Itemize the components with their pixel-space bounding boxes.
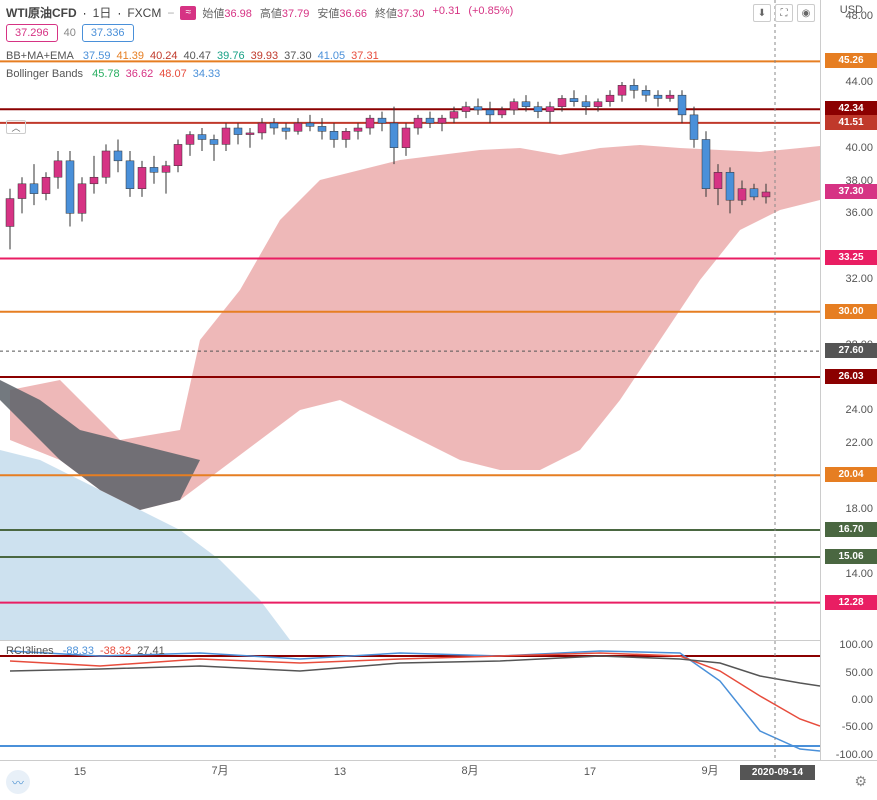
indicator-rci-label[interactable]: RCI3lines -88.33-38.3227.41	[6, 645, 171, 657]
pill-mid: 40	[64, 27, 76, 39]
y-axis-sub[interactable]: 100.0050.000.00-50.00-100.00	[820, 640, 877, 760]
symbol[interactable]: WTI原油CFD	[6, 4, 77, 21]
camera-icon[interactable]: ◉	[797, 4, 815, 22]
ask-pill[interactable]: 37.336	[82, 24, 134, 42]
exchange: FXCM	[127, 6, 161, 20]
top-toolbar: ⬇ ⛶ ◉	[753, 4, 815, 22]
indicator-bbma-label[interactable]: BB+MA+EMA 37.5941.3940.2440.4739.7639.93…	[6, 50, 385, 62]
minus-icon[interactable]: −	[167, 6, 174, 20]
y-axis-main[interactable]: 48.0044.0040.0038.0036.0032.0028.0024.00…	[820, 0, 877, 640]
currency-label: USD	[840, 4, 863, 16]
sub-chart-panel[interactable]: RCI3lines -88.33-38.3227.41	[0, 640, 820, 760]
collapse-arrow-icon[interactable]: ︿	[6, 120, 26, 134]
fullscreen-icon[interactable]: ⛶	[775, 4, 793, 22]
price-pills: 37.296 40 37.336	[6, 24, 134, 42]
dot-sep: ·	[83, 6, 87, 20]
settings-icon[interactable]: ⚙	[854, 773, 867, 790]
indicator-bb-label[interactable]: Bollinger Bands 45.7836.6248.0734.33	[6, 68, 226, 80]
dot-sep: ·	[117, 6, 121, 20]
timeframe[interactable]: 1日	[93, 4, 112, 21]
bid-pill[interactable]: 37.296	[6, 24, 58, 42]
main-chart-svg	[0, 0, 820, 640]
ohlc-display: 始値36.98 高値37.79 安値36.66 終値37.30 +0.31 (+…	[202, 5, 513, 21]
chart-header: WTI原油CFD · 1日 · FXCM − ≈ 始値36.98 高値37.79…	[6, 4, 513, 21]
x-axis[interactable]: 〰 ⚙ 157月138月179月2020-09-14	[0, 760, 877, 800]
download-icon[interactable]: ⬇	[753, 4, 771, 22]
sub-chart-svg	[0, 641, 820, 761]
tradingview-logo-icon[interactable]: 〰	[6, 770, 30, 794]
tilde-icon[interactable]: ≈	[180, 6, 196, 20]
